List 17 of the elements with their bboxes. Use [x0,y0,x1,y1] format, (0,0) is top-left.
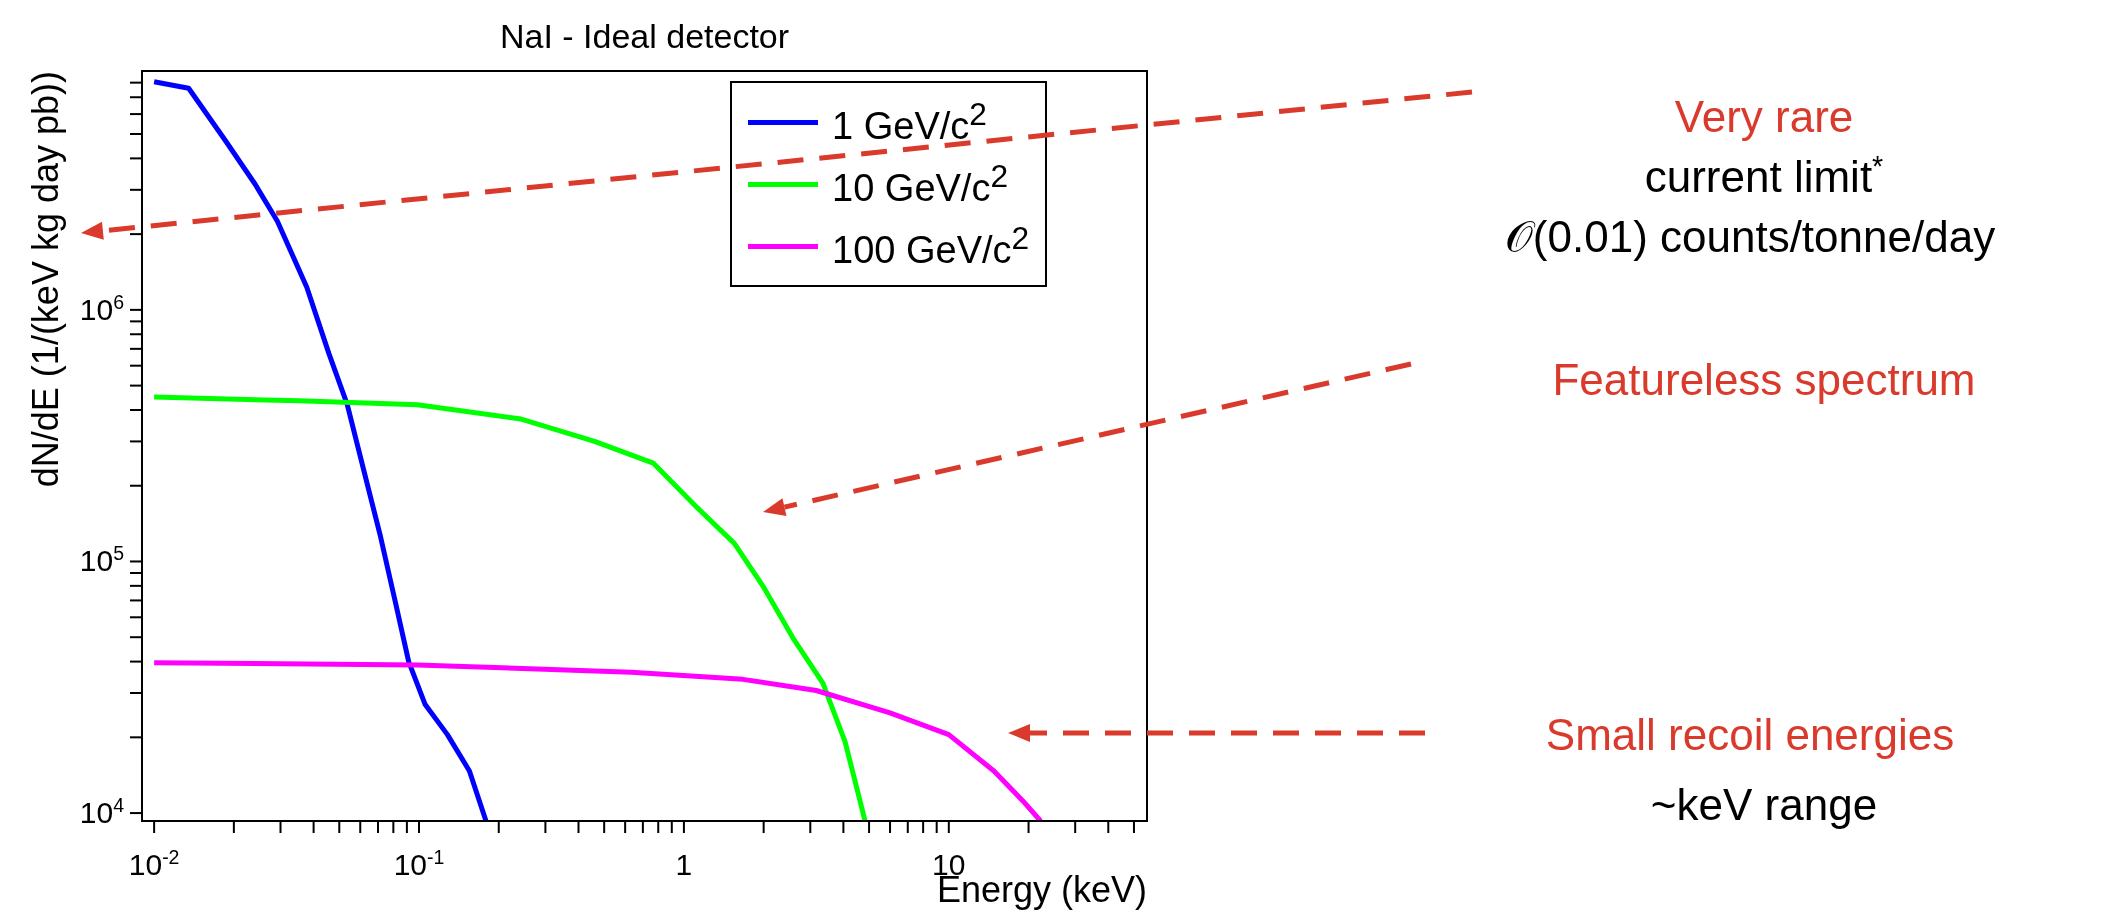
x-tick-label: 10$^{-1}$ [393,846,445,881]
text: Small recoil energies [1545,710,1955,759]
y-tick-label: 10$^{5}$ [79,542,125,578]
x-tick-label: 10$^{-2}$ [128,846,180,881]
legend-label: 10 GeV/c$^{2}$ [832,158,1009,210]
text: ~keV range [1650,780,1878,829]
chart-title: NaI - Ideal detector [499,17,790,55]
y-tick-label: 10$^{4}$ [79,794,125,830]
x-tick-label: 1 [675,848,693,881]
legend-label: 1 GeV/c$^{2}$ [832,96,987,148]
text: Featureless spectrum [1552,355,1976,404]
text: Very rare [1674,92,1854,141]
y-axis-title: dN/dE (1/(keV kg day pb)) [25,71,66,488]
y-tick-label: 10$^{6}$ [79,290,124,326]
text: 𝒪(0.01) counts/tonne/day [1504,212,1996,261]
text: current limit$^{*}$ [1644,150,1884,201]
legend-label: 100 GeV/c$^{2}$ [832,220,1030,272]
